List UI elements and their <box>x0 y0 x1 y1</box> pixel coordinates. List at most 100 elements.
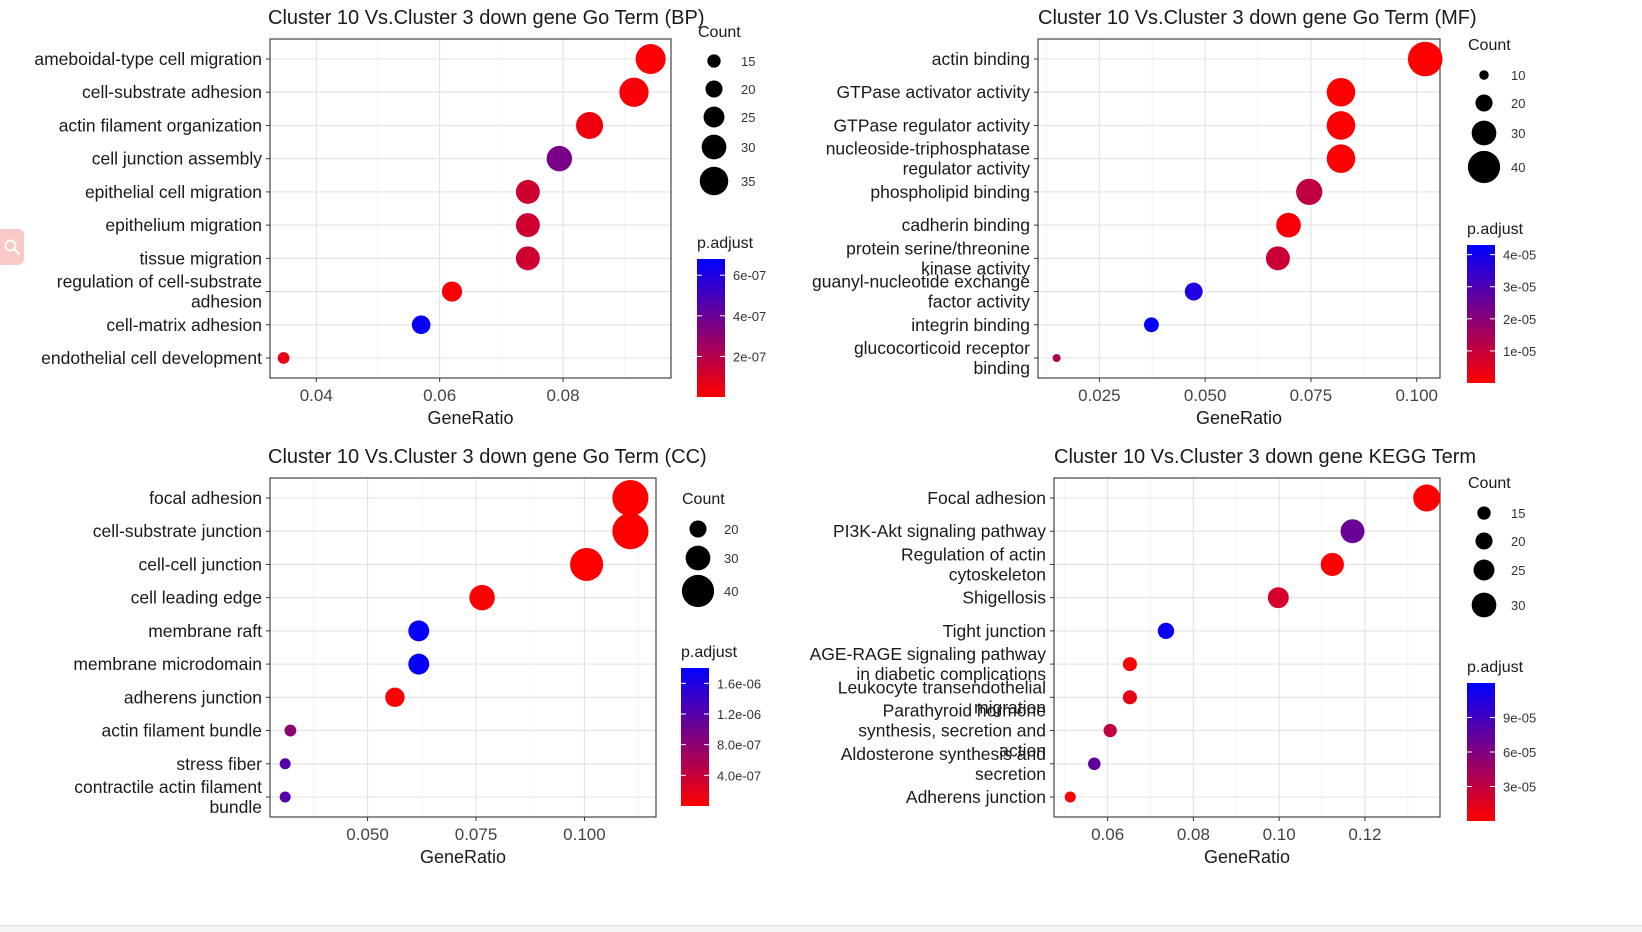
y-tick-label: Leukocyte transendothelial migration <box>838 677 1046 717</box>
y-tick-label: AGE-RAGE signaling pathway in diabetic co… <box>810 644 1047 684</box>
x-tick-label: 0.04 <box>300 386 333 405</box>
chart-title: Cluster 10 Vs.Cluster 3 down gene KEGG T… <box>1054 446 1476 468</box>
y-tick-label: actin filament organization <box>59 115 262 135</box>
y-tick-label: membrane raft <box>148 621 262 641</box>
x-tick-label: 0.08 <box>1177 825 1210 844</box>
data-point <box>1265 246 1290 271</box>
size-legend-label: 35 <box>741 174 755 189</box>
size-legend-key <box>681 574 715 608</box>
color-legend-label: 3e-05 <box>1503 780 1536 795</box>
size-legend-label: 20 <box>724 522 738 537</box>
color-legend-label: 3e-05 <box>1503 280 1536 295</box>
data-point <box>1122 690 1137 705</box>
x-tick-label: 0.075 <box>1290 386 1333 405</box>
size-legend-title: Count <box>698 24 741 41</box>
size-legend-key <box>707 54 721 68</box>
size-legend-key <box>1467 150 1501 184</box>
y-tick-label: actin filament bundle <box>101 721 262 741</box>
x-tick-label: 0.100 <box>1395 386 1438 405</box>
y-tick-label: cell junction assembly <box>92 149 262 169</box>
y-tick-label: contractile actin filament bundle <box>74 777 262 817</box>
x-tick-label: 0.100 <box>563 825 606 844</box>
data-point <box>612 479 649 517</box>
y-tick-label: nucleoside-triphosphatase regulator activ… <box>826 139 1031 179</box>
chart-title: Cluster 10 Vs.Cluster 3 down gene Go Ter… <box>268 446 707 468</box>
y-tick-label: cadherin binding <box>902 215 1030 235</box>
size-legend-label: 40 <box>724 584 738 599</box>
y-tick-label: stress fiber <box>176 754 262 774</box>
size-legend-key <box>1479 70 1489 80</box>
y-tick-label: Adherens junction <box>906 787 1046 807</box>
size-legend-key <box>701 134 727 160</box>
size-legend-key <box>703 106 725 128</box>
data-point <box>408 620 430 642</box>
y-tick-label: phospholipid binding <box>870 182 1030 202</box>
color-legend-label: 6e-05 <box>1503 745 1536 760</box>
color-legend-label: 2e-05 <box>1503 312 1536 327</box>
x-tick-label: 0.10 <box>1263 825 1296 844</box>
color-legend-bar <box>1467 245 1495 383</box>
y-tick-label: cell-cell junction <box>138 554 262 574</box>
magnifier-icon <box>3 238 21 256</box>
panel-border <box>269 38 672 379</box>
color-legend-label: 4.0e-07 <box>717 768 761 783</box>
x-axis-label: GeneRatio <box>420 847 506 867</box>
chart-panel-2: Cluster 10 Vs.Cluster 3 down gene Go Ter… <box>812 7 1536 428</box>
x-tick-label: 0.050 <box>1184 386 1227 405</box>
data-point <box>1407 41 1443 77</box>
color-legend-label: 2e-07 <box>733 349 766 364</box>
y-tick-label: membrane microdomain <box>73 654 262 674</box>
data-point <box>570 547 604 581</box>
y-tick-label: Aldosterone synthesis and secretion <box>841 744 1046 784</box>
size-legend-key <box>1475 532 1493 550</box>
size-legend-label: 30 <box>741 140 755 155</box>
color-legend-label: 1.6e-06 <box>717 676 761 691</box>
x-tick-label: 0.025 <box>1078 386 1121 405</box>
x-tick-label: 0.06 <box>423 386 456 405</box>
y-tick-label: GTPase activator activity <box>836 82 1030 102</box>
data-point <box>635 43 666 75</box>
y-tick-label: cell leading edge <box>131 588 262 608</box>
size-legend-key <box>1475 94 1493 112</box>
color-legend-label: 4e-05 <box>1503 248 1536 263</box>
y-tick-label: integrin binding <box>911 315 1030 335</box>
size-legend-label: 15 <box>741 54 755 69</box>
data-point <box>1267 587 1289 609</box>
data-point <box>1157 622 1175 640</box>
y-tick-label: tissue migration <box>139 248 262 268</box>
chart-panel-4: Cluster 10 Vs.Cluster 3 down gene KEGG T… <box>810 446 1537 867</box>
size-legend-label: 30 <box>1511 126 1525 141</box>
size-legend-key <box>689 520 707 538</box>
data-point <box>277 352 290 364</box>
y-tick-label: ameboidal-type cell migration <box>34 49 262 69</box>
color-legend-label: 1e-05 <box>1503 344 1536 359</box>
data-point <box>619 77 649 107</box>
size-legend-key <box>1473 559 1495 581</box>
x-tick-label: 0.050 <box>346 825 389 844</box>
panel-border <box>1037 38 1441 379</box>
x-tick-label: 0.12 <box>1348 825 1381 844</box>
size-legend-title: Count <box>682 491 725 508</box>
plot-area <box>1054 478 1440 817</box>
data-point <box>284 724 297 737</box>
chart-panel-1: Cluster 10 Vs.Cluster 3 down gene Go Ter… <box>34 7 766 428</box>
data-point <box>385 687 405 708</box>
data-point <box>408 653 430 675</box>
color-legend-title: p.adjust <box>697 235 754 252</box>
plot-area <box>1038 39 1440 378</box>
x-axis-label: GeneRatio <box>1204 847 1290 867</box>
data-point <box>515 213 540 238</box>
y-tick-label: Shigellosis <box>962 588 1046 608</box>
size-legend-key <box>685 545 711 571</box>
plot-area <box>270 39 671 378</box>
y-tick-label: actin binding <box>932 49 1030 69</box>
data-point <box>441 281 463 302</box>
y-tick-label: epithelium migration <box>105 215 262 235</box>
size-legend-label: 30 <box>1511 598 1525 613</box>
data-point <box>279 758 291 770</box>
data-point <box>612 513 649 550</box>
search-button[interactable] <box>0 229 24 265</box>
chart-title: Cluster 10 Vs.Cluster 3 down gene Go Ter… <box>268 7 704 29</box>
x-tick-label: 0.06 <box>1091 825 1124 844</box>
y-tick-label: cell-substrate adhesion <box>82 82 262 102</box>
